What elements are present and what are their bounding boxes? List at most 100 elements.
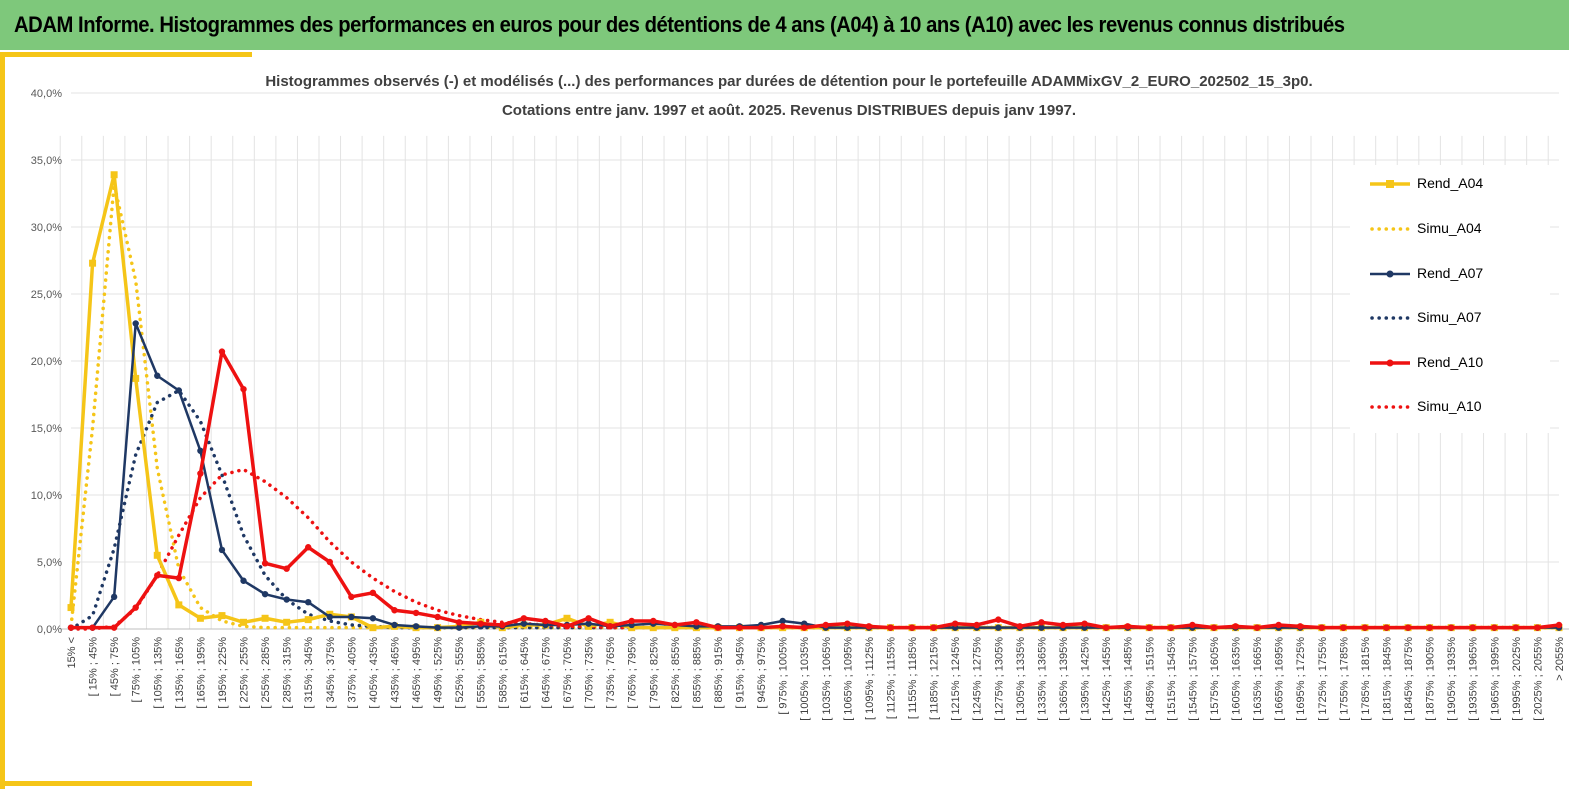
data-point-rend-a10 — [455, 619, 463, 626]
data-point-rend-a10 — [1232, 623, 1239, 630]
data-point-rend-a10 — [477, 620, 484, 627]
data-point-rend-a07 — [520, 620, 528, 627]
data-point-rend-a10 — [1059, 621, 1067, 629]
data-point-rend-a04 — [196, 614, 204, 622]
x-tick-label: [ 1395% ; 1425% — [1080, 637, 1092, 721]
x-tick-label: [ 165% ; 195% — [195, 637, 207, 709]
data-point-rend-a04 — [175, 601, 183, 609]
data-point-rend-a04 — [606, 618, 614, 626]
data-point-rend-a07 — [305, 599, 312, 606]
data-point-rend-a10 — [585, 615, 592, 622]
x-tick-label: [ 495% ; 525% — [433, 637, 445, 709]
chart-gridlines — [59, 92, 1569, 630]
data-point-rend-a04 — [67, 604, 75, 612]
x-tick-label: [ 1545% ; 1575% — [1187, 637, 1199, 721]
x-tick-label: [ 1035% ; 1065% — [821, 637, 833, 721]
x-tick-label: [ 705% ; 735% — [584, 637, 596, 709]
data-point-rend-a10 — [391, 607, 398, 614]
data-point-rend-a10 — [779, 623, 786, 630]
data-point-rend-a04 — [563, 614, 571, 622]
x-tick-label: [ 1365% ; 1395% — [1058, 637, 1070, 721]
x-tick-label: [ 1905% ; 1935% — [1446, 637, 1458, 721]
data-point-rend-a07 — [218, 546, 226, 554]
x-tick-label: [ 1785% ; 1815% — [1360, 637, 1372, 721]
x-tick-label: [ 2025% ; 2055% — [1532, 637, 1544, 721]
data-point-rend-a10 — [240, 385, 247, 393]
data-point-rend-a07 — [779, 617, 786, 625]
y-tick-label: 15,0% — [31, 423, 62, 435]
data-point-rend-a10 — [736, 624, 743, 631]
legend-swatch-rend-a10 — [1370, 359, 1410, 367]
x-tick-label: [ 345% ; 375% — [325, 637, 337, 709]
chart-title-line-2: Cotations entre janv. 1997 et août. 2025… — [502, 102, 1076, 119]
x-tick-label: [ 1125% ; 1155% — [885, 637, 897, 719]
y-tick-label: 0,0% — [37, 624, 62, 636]
x-tick-label: [ 555% ; 585% — [476, 637, 488, 709]
x-tick-label: [ 1185% ; 1215% — [929, 637, 941, 720]
x-axis-ticks: 15% < [ 15% ; 45% [ 45% ; 75% [ 75% ; 105% [… — [66, 637, 1566, 721]
legend-item-rend-a07: Rend_A07 — [1370, 263, 1550, 285]
x-tick-label: [ 615% ; 645% — [519, 637, 531, 709]
header-banner: ADAM Informe. Histogrammes des performan… — [0, 0, 1569, 52]
y-tick-label: 35,0% — [31, 155, 62, 167]
y-tick-label: 40,0% — [31, 88, 62, 100]
data-point-rend-a07 — [995, 624, 1002, 631]
data-point-rend-a10 — [671, 621, 679, 629]
x-tick-label: [ 735% ; 765% — [605, 637, 617, 709]
y-tick-label: 30,0% — [31, 222, 62, 234]
data-point-rend-a10 — [1491, 624, 1498, 631]
y-tick-label: 5,0% — [37, 557, 62, 569]
data-point-rend-a10 — [628, 617, 635, 625]
data-point-rend-a07 — [369, 615, 377, 622]
data-point-rend-a10 — [563, 623, 571, 630]
x-tick-label: [ 1695% ; 1725% — [1295, 637, 1307, 721]
data-point-rend-a10 — [1146, 624, 1153, 631]
data-point-rend-a10 — [499, 621, 506, 629]
data-point-rend-a10 — [1189, 621, 1196, 629]
x-tick-label: [ 915% ; 945% — [735, 637, 747, 709]
data-point-rend-a04 — [240, 618, 248, 626]
x-tick-label: [ 465% ; 495% — [411, 637, 423, 709]
data-point-rend-a04 — [110, 171, 118, 179]
x-tick-label: > 2055% — [1554, 637, 1566, 681]
accent-bar-bottom — [0, 781, 252, 786]
data-point-rend-a10 — [1297, 623, 1304, 630]
x-tick-label: [ 1725% ; 1755% — [1317, 637, 1329, 721]
data-point-rend-a04 — [132, 374, 140, 382]
data-point-rend-a07 — [175, 387, 183, 394]
legend-swatch-simu-a04 — [1370, 227, 1410, 231]
series-line-rend-a10 — [69, 349, 1561, 630]
data-point-rend-a07 — [110, 593, 118, 601]
data-point-rend-a10 — [1081, 620, 1088, 627]
data-point-rend-a10 — [650, 617, 657, 625]
x-tick-label: [ 135% ; 165% — [174, 637, 186, 709]
legend-swatch-simu-a10 — [1370, 405, 1410, 409]
data-point-rend-a10 — [261, 560, 269, 567]
x-tick-label: [ 1755% ; 1785% — [1338, 637, 1350, 721]
data-point-rend-a10 — [1469, 624, 1476, 631]
x-tick-label: [ 675% ; 705% — [562, 637, 574, 709]
x-tick-label: [ 225% ; 255% — [239, 637, 251, 709]
data-point-rend-a10 — [1124, 623, 1131, 630]
legend-item-simu-a07: Simu_A07 — [1370, 307, 1550, 329]
x-tick-label: [ 285% ; 315% — [282, 637, 294, 709]
data-point-rend-a10 — [110, 624, 118, 631]
x-tick-label: [ 1335% ; 1365% — [1036, 637, 1048, 721]
data-point-rend-a04 — [649, 624, 657, 632]
x-tick-label: [ 1425% ; 1455% — [1101, 637, 1113, 721]
data-point-rend-a04 — [283, 618, 291, 626]
x-tick-label: [ 1515% ; 1545% — [1166, 637, 1178, 721]
data-point-rend-a10 — [218, 348, 226, 355]
x-tick-label: [ 1155% ; 1185% — [907, 637, 919, 719]
data-point-rend-a10 — [995, 616, 1002, 623]
data-point-rend-a07 — [434, 624, 441, 631]
data-point-rend-a07 — [391, 621, 398, 629]
x-tick-label: [ 1665% ; 1695% — [1274, 637, 1286, 721]
data-point-rend-a04 — [153, 551, 161, 559]
x-tick-label: [ 525% ; 555% — [454, 637, 466, 709]
data-point-rend-a10 — [1404, 624, 1412, 631]
x-tick-label: [ 255% ; 285% — [260, 637, 272, 709]
x-tick-label: [ 1245% ; 1275% — [972, 637, 984, 721]
x-tick-label: [ 45% ; 75% — [109, 637, 121, 697]
x-tick-label: [ 975% ; 1005% — [778, 637, 790, 715]
